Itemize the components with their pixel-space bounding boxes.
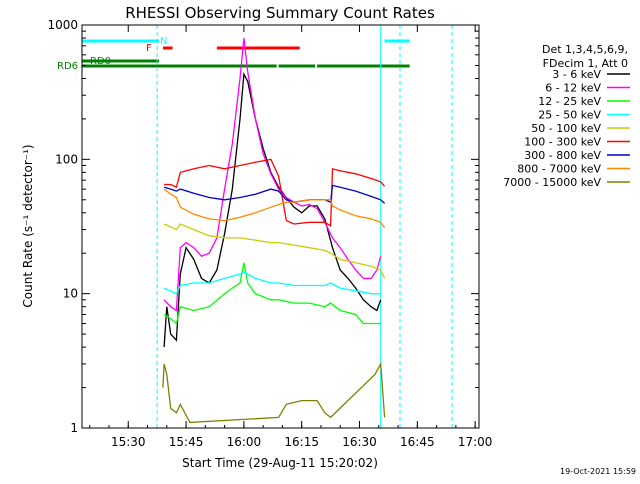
legend: Det 1,3,4,5,6,9, FDecim 1, Att 0 3 - 6 k… [503,43,630,189]
flag-label-n: N [160,36,167,47]
legend-entry-label: 50 - 100 keV [531,122,601,135]
legend-entry-label: 3 - 6 keV [552,68,601,81]
x-tick-label: 15:45 [169,435,204,449]
plot-frame [81,24,480,429]
flag-label-f: F [146,43,152,54]
chart-title: RHESSI Observing Summary Count Rates [125,4,435,22]
series-line-3 [163,271,381,295]
legend-entry-label: 25 - 50 keV [538,109,601,122]
legend-entry-label: 300 - 800 keV [524,149,601,162]
legend-header-line: FDecim 1, Att 0 [543,57,628,70]
flag-label-rd0: RD0 [90,56,111,67]
series-line-4 [163,223,386,279]
x-tick-label: 17:00 [458,435,493,449]
x-tick-label: 16:45 [400,435,435,449]
x-axis-label: Start Time (29-Aug-11 15:20:02) [182,456,378,470]
series-layer [162,37,386,424]
x-tick-label: 16:30 [342,435,377,449]
markers-layer [156,25,453,428]
y-axis-label: Count Rate (s⁻¹ detector⁻¹) [21,144,35,307]
flag-label-rd6: RD6 [57,61,78,72]
x-tick-label: 16:15 [284,435,319,449]
legend-entry-label: 6 - 12 keV [545,82,601,95]
series-line-2 [163,262,381,325]
x-tick-label: 15:30 [111,435,146,449]
legend-entry-label: 100 - 300 keV [524,136,601,149]
series-line-8 [162,361,386,424]
y-tick-label: 100 [55,152,78,166]
series-line-1 [163,37,382,312]
legend-entry-label: 12 - 25 keV [538,95,601,108]
y-tick-label: 10 [63,287,78,301]
series-line-6 [163,184,386,204]
series-line-7 [163,188,386,229]
legend-entry-label: 7000 - 15000 keV [503,176,601,189]
y-tick-label: 1000 [47,18,78,32]
legend-entry-label: 800 - 7000 keV [517,163,601,176]
axes-layer: 15:30 15:45 16:00 16:15 16:30 16:45 17:00 1 10 10… [47,18,492,449]
legend-header-line: Det 1,3,4,5,6,9, [542,43,628,56]
flags-layer: NF RD0 RD6 [57,36,410,72]
series-line-5 [164,158,386,227]
timestamp: 19-Oct-2021 15:59 [560,467,636,476]
x-tick-label: 16:00 [227,435,262,449]
y-tick-label: 1 [70,421,78,435]
